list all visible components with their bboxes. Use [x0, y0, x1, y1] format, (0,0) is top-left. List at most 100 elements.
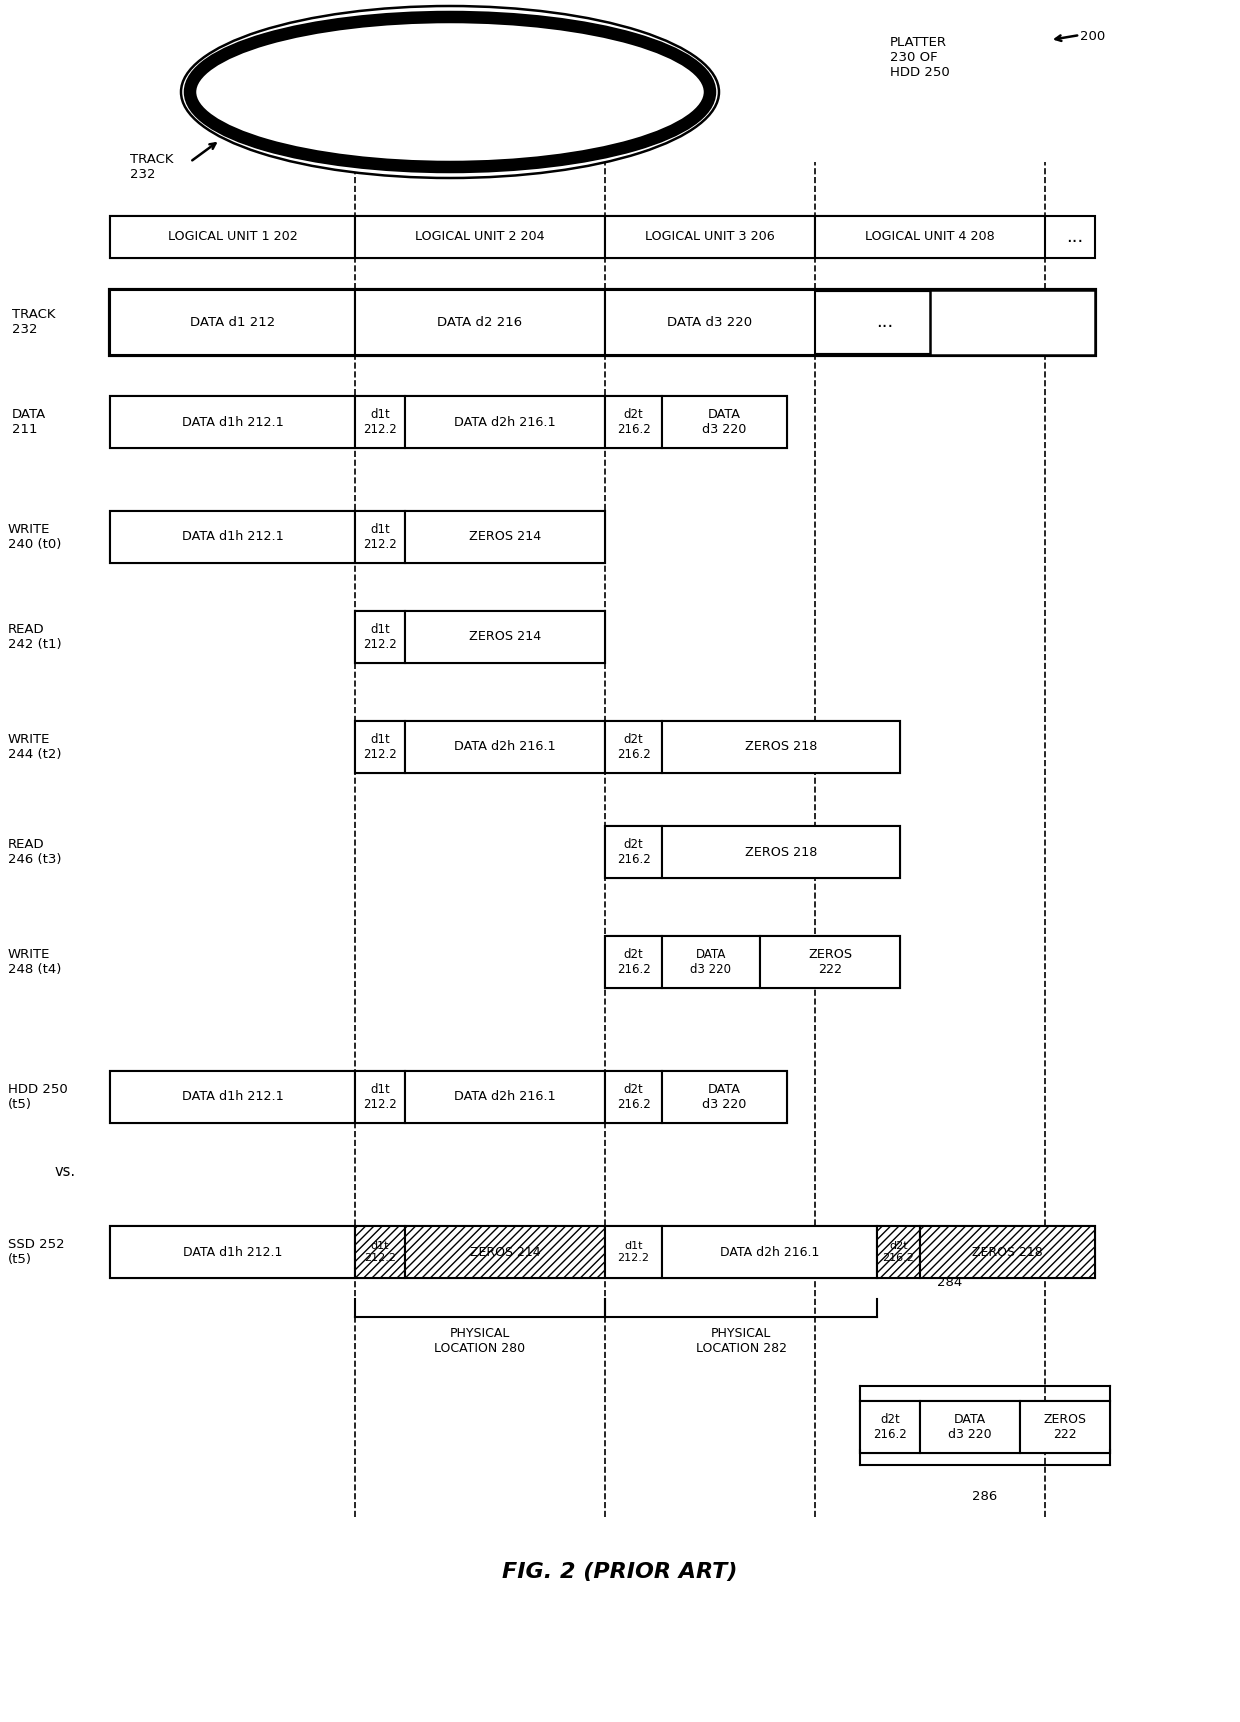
Text: WRITE
240 (t0): WRITE 240 (t0) [7, 523, 61, 551]
Text: DATA d2h 216.1: DATA d2h 216.1 [454, 415, 556, 429]
Text: DATA d1h 212.1: DATA d1h 212.1 [181, 415, 284, 429]
Bar [405, 511, 605, 563]
Text: DATA
d3 220: DATA d3 220 [691, 949, 732, 976]
Bar [815, 215, 1045, 258]
Text: d1t
212.2: d1t 212.2 [363, 1083, 397, 1111]
Bar [110, 511, 605, 563]
Text: d1t
212.2: d1t 212.2 [363, 734, 397, 761]
Text: SSD 252
(t5): SSD 252 (t5) [7, 1238, 64, 1266]
Bar [877, 1226, 920, 1278]
Text: vs.: vs. [55, 1164, 76, 1180]
Bar [662, 1226, 877, 1278]
Text: PHYSICAL
LOCATION 282: PHYSICAL LOCATION 282 [696, 1328, 786, 1355]
Bar [405, 722, 605, 773]
Bar [110, 1071, 787, 1123]
Bar [605, 289, 815, 355]
Text: ...: ... [1066, 227, 1084, 246]
Text: d2t
216.2: d2t 216.2 [616, 734, 650, 761]
Text: d2t
216.2: d2t 216.2 [616, 408, 650, 436]
Bar [861, 1402, 1110, 1453]
Bar [110, 1226, 1095, 1278]
Text: PLATTER
230 OF
HDD 250: PLATTER 230 OF HDD 250 [890, 36, 950, 79]
Ellipse shape [181, 5, 719, 177]
Bar [662, 722, 900, 773]
Bar [662, 937, 760, 988]
Bar [110, 289, 355, 355]
Text: d1t
212.2: d1t 212.2 [618, 1242, 650, 1262]
Text: DATA d1 212: DATA d1 212 [190, 315, 275, 329]
Text: d2t
216.2: d2t 216.2 [883, 1242, 914, 1262]
Text: LOGICAL UNIT 3 206: LOGICAL UNIT 3 206 [645, 231, 775, 243]
Text: DATA d1h 212.1: DATA d1h 212.1 [182, 1245, 283, 1259]
Bar [355, 611, 605, 663]
Ellipse shape [198, 28, 701, 157]
Text: DATA
211: DATA 211 [12, 408, 46, 436]
Bar [355, 1071, 405, 1123]
Text: DATA d2 216: DATA d2 216 [438, 315, 522, 329]
Text: d1t
212.2: d1t 212.2 [363, 523, 397, 551]
Text: FIG. 2 (PRIOR ART): FIG. 2 (PRIOR ART) [502, 1562, 738, 1583]
Text: ZEROS 214: ZEROS 214 [470, 1245, 541, 1259]
Text: DATA d2h 216.1: DATA d2h 216.1 [454, 740, 556, 754]
Bar [110, 215, 1095, 258]
Text: HDD 250
(t5): HDD 250 (t5) [7, 1083, 68, 1111]
Text: ZEROS 218: ZEROS 218 [745, 846, 817, 859]
Bar [405, 611, 605, 663]
Text: LOGICAL UNIT 4 208: LOGICAL UNIT 4 208 [866, 231, 994, 243]
Bar [605, 1071, 662, 1123]
Bar [405, 1071, 605, 1123]
Bar [605, 215, 815, 258]
Text: DATA
d3 220: DATA d3 220 [949, 1414, 992, 1441]
Bar [861, 1402, 920, 1453]
Bar [662, 827, 900, 878]
Bar [355, 511, 405, 563]
Text: READ
242 (t1): READ 242 (t1) [7, 623, 62, 651]
Text: d2t
216.2: d2t 216.2 [873, 1414, 906, 1441]
Bar [355, 722, 405, 773]
Bar [605, 827, 662, 878]
Bar [110, 1226, 355, 1278]
Text: ZEROS 218: ZEROS 218 [972, 1245, 1043, 1259]
Bar [110, 511, 355, 563]
Text: 284: 284 [937, 1276, 962, 1288]
Bar [355, 289, 605, 355]
Text: PHYSICAL
LOCATION 280: PHYSICAL LOCATION 280 [434, 1328, 526, 1355]
Text: WRITE
244 (t2): WRITE 244 (t2) [7, 734, 62, 761]
Text: WRITE
248 (t4): WRITE 248 (t4) [7, 949, 61, 976]
Bar [110, 396, 787, 448]
Text: d2t
216.2: d2t 216.2 [616, 1083, 650, 1111]
Text: d1t
212.2: d1t 212.2 [363, 408, 397, 436]
Text: ZEROS 214: ZEROS 214 [469, 530, 541, 544]
Text: ZEROS 218: ZEROS 218 [745, 740, 817, 754]
Bar [1021, 1402, 1110, 1453]
Text: 200: 200 [1080, 31, 1105, 43]
Bar [920, 1402, 1021, 1453]
Text: READ
246 (t3): READ 246 (t3) [7, 839, 62, 866]
Bar [605, 937, 662, 988]
Bar [760, 937, 900, 988]
Text: d1t
212.2: d1t 212.2 [365, 1242, 396, 1262]
Text: DATA d1h 212.1: DATA d1h 212.1 [181, 530, 284, 544]
Ellipse shape [190, 17, 711, 167]
Bar [605, 937, 900, 988]
Text: d2t
216.2: d2t 216.2 [616, 839, 650, 866]
Text: 286: 286 [972, 1491, 998, 1503]
Bar [605, 722, 662, 773]
Bar [405, 396, 605, 448]
Text: DATA
d3 220: DATA d3 220 [702, 408, 746, 436]
Bar [930, 289, 1095, 355]
Bar [110, 396, 355, 448]
Bar [662, 396, 787, 448]
Bar [605, 1226, 662, 1278]
Text: ZEROS 214: ZEROS 214 [469, 630, 541, 644]
Bar [110, 289, 1095, 355]
Text: TRACK
232: TRACK 232 [12, 308, 56, 336]
Bar [355, 1226, 405, 1278]
Text: LOGICAL UNIT 1 202: LOGICAL UNIT 1 202 [167, 231, 298, 243]
Bar [355, 611, 405, 663]
Bar [355, 396, 405, 448]
Text: ZEROS
222: ZEROS 222 [808, 949, 852, 976]
Bar [355, 722, 900, 773]
Text: DATA d3 220: DATA d3 220 [667, 315, 753, 329]
Text: d2t
216.2: d2t 216.2 [616, 949, 650, 976]
